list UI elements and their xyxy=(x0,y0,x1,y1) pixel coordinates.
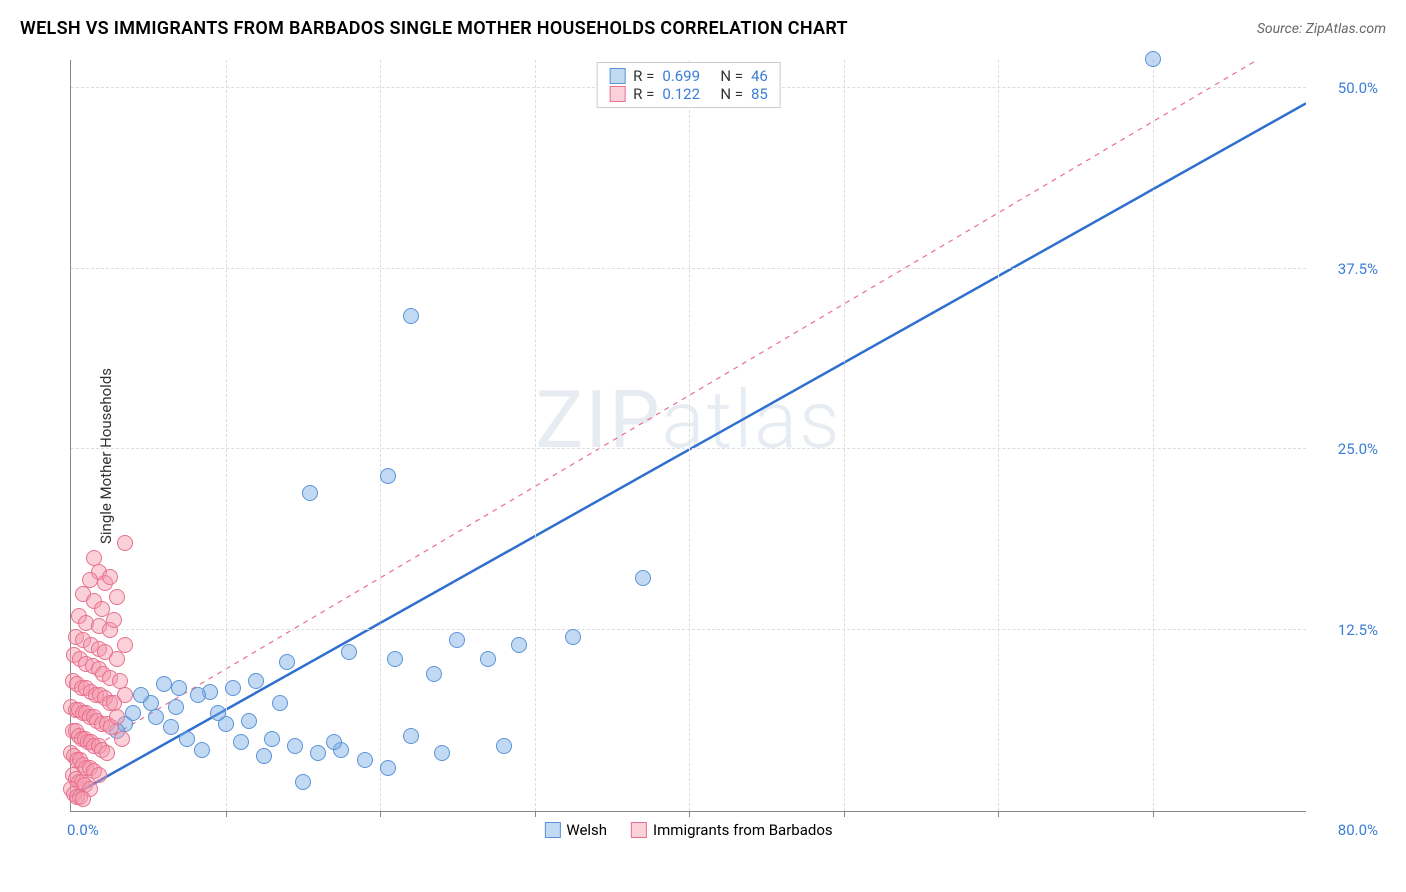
scatter-point xyxy=(403,308,419,324)
legend-n-label: N = xyxy=(720,85,743,103)
y-tick-label: 25.0% xyxy=(1338,440,1378,458)
scatter-point xyxy=(357,752,373,768)
x-tick-mark xyxy=(535,811,536,817)
legend-swatch xyxy=(544,822,560,838)
x-axis-min-label: 0.0% xyxy=(67,821,99,839)
scatter-point xyxy=(117,637,133,653)
scatter-point xyxy=(248,673,264,689)
gridline-v xyxy=(998,60,999,811)
legend-r-value: 0.122 xyxy=(662,85,712,103)
x-tick-mark xyxy=(844,811,845,817)
x-tick-mark xyxy=(380,811,381,817)
scatter-point xyxy=(264,731,280,747)
scatter-point xyxy=(387,651,403,667)
gridline-v xyxy=(380,60,381,811)
scatter-point xyxy=(272,695,288,711)
legend-item: Welsh xyxy=(544,821,607,839)
scatter-point xyxy=(102,569,118,585)
scatter-point xyxy=(86,550,102,566)
y-tick-label: 37.5% xyxy=(1338,260,1378,278)
legend-n-value: 85 xyxy=(751,85,768,103)
scatter-point xyxy=(210,705,226,721)
scatter-point xyxy=(171,680,187,696)
scatter-point xyxy=(403,728,419,744)
y-tick-label: 50.0% xyxy=(1338,79,1378,97)
legend-r-label: R = xyxy=(633,85,654,103)
legend-r-value: 0.699 xyxy=(662,67,712,85)
scatter-point xyxy=(302,485,318,501)
legend-swatch xyxy=(631,822,647,838)
legend-series-name: Welsh xyxy=(566,821,607,839)
legend-row: R = 0.122 N = 85 xyxy=(609,85,768,103)
legend-swatch xyxy=(609,68,625,84)
scatter-point xyxy=(326,734,342,750)
scatter-point xyxy=(117,535,133,551)
correlation-legend: R = 0.699 N = 46 R = 0.122 N = 85 xyxy=(596,62,781,108)
legend-item: Immigrants from Barbados xyxy=(631,821,833,839)
scatter-point xyxy=(279,654,295,670)
scatter-point xyxy=(156,676,172,692)
x-tick-mark xyxy=(998,811,999,817)
scatter-point xyxy=(635,570,651,586)
scatter-point xyxy=(109,709,125,725)
scatter-point xyxy=(109,589,125,605)
source-prefix: Source: xyxy=(1257,21,1306,37)
scatter-point xyxy=(295,774,311,790)
scatter-point xyxy=(225,680,241,696)
scatter-point xyxy=(380,468,396,484)
scatter-point xyxy=(310,745,326,761)
legend-n-label: N = xyxy=(720,67,743,85)
scatter-point xyxy=(511,637,527,653)
source-attribution: Source: ZipAtlas.com xyxy=(1257,21,1386,37)
x-tick-mark xyxy=(226,811,227,817)
scatter-point xyxy=(434,745,450,761)
gridline-v xyxy=(689,60,690,811)
legend-r-label: R = xyxy=(633,67,654,85)
scatter-point xyxy=(109,651,125,667)
scatter-point xyxy=(99,745,115,761)
scatter-point xyxy=(256,748,272,764)
scatter-point xyxy=(480,651,496,667)
series-legend: Welsh Immigrants from Barbados xyxy=(544,821,832,839)
x-axis-max-label: 80.0% xyxy=(1338,821,1378,839)
scatter-point xyxy=(168,699,184,715)
scatter-point xyxy=(1145,51,1161,67)
scatter-point xyxy=(449,632,465,648)
scatter-point xyxy=(91,767,107,783)
gridline-v xyxy=(535,60,536,811)
gridline-v xyxy=(1153,60,1154,811)
legend-swatch xyxy=(609,86,625,102)
source-name: ZipAtlas.com xyxy=(1306,21,1386,37)
scatter-point xyxy=(341,644,357,660)
scatter-point xyxy=(496,738,512,754)
scatter-point xyxy=(565,629,581,645)
gridline-v xyxy=(844,60,845,811)
legend-row: R = 0.699 N = 46 xyxy=(609,67,768,85)
scatter-point xyxy=(233,734,249,750)
scatter-point xyxy=(106,612,122,628)
chart-container: Single Mother Households ZIPatlas R =0.6… xyxy=(48,60,1386,852)
legend-n-value: 46 xyxy=(751,67,768,85)
x-tick-mark xyxy=(689,811,690,817)
scatter-point xyxy=(380,760,396,776)
plot-area: ZIPatlas R =0.699N =46R =0.122N =85 Wels… xyxy=(70,60,1306,812)
scatter-point xyxy=(148,709,164,725)
scatter-point xyxy=(287,738,303,754)
scatter-point xyxy=(241,713,257,729)
scatter-point xyxy=(163,719,179,735)
scatter-point xyxy=(114,731,130,747)
scatter-point xyxy=(426,666,442,682)
x-tick-mark xyxy=(1153,811,1154,817)
scatter-point xyxy=(117,687,133,703)
y-tick-label: 12.5% xyxy=(1338,621,1378,639)
gridline-v xyxy=(226,60,227,811)
scatter-point xyxy=(190,687,206,703)
scatter-point xyxy=(75,791,91,807)
chart-title: WELSH VS IMMIGRANTS FROM BARBADOS SINGLE… xyxy=(20,18,848,39)
scatter-point xyxy=(179,731,195,747)
scatter-point xyxy=(194,742,210,758)
legend-series-name: Immigrants from Barbados xyxy=(653,821,833,839)
scatter-point xyxy=(133,687,149,703)
